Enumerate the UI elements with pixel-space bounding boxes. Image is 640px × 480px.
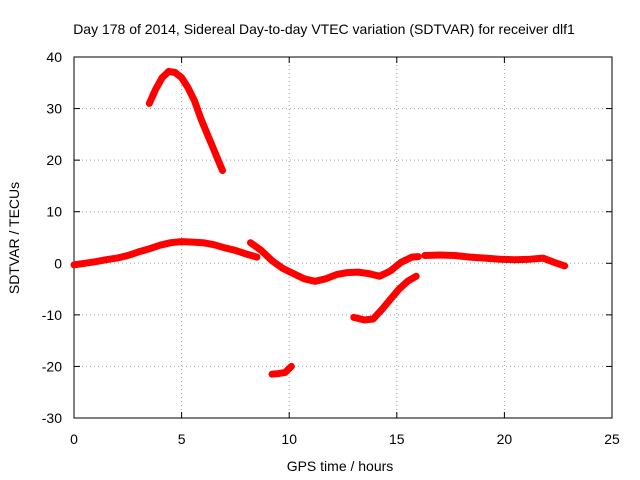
series-arc-main-1 (70, 238, 261, 269)
series-arc-low-1 (268, 362, 295, 378)
y-tick-label: 20 (46, 152, 62, 168)
series-arc-main-3 (421, 251, 569, 270)
x-tick-label: 0 (70, 431, 78, 447)
x-axis-label: GPS time / hours (287, 458, 394, 474)
series-arc-high (145, 67, 226, 174)
axis-ticks: 0 5 10 15 20 25 -30 -20 -10 0 10 20 30 40 (42, 49, 620, 447)
series-arc-low-2 (350, 272, 420, 324)
chart-title: Day 178 of 2014, Sidereal Day-to-day VTE… (73, 21, 575, 37)
x-tick-label: 15 (389, 431, 405, 447)
y-tick-label: 30 (46, 101, 62, 117)
data-series (70, 67, 569, 378)
x-tick-label: 25 (604, 431, 620, 447)
y-tick-label: -10 (42, 307, 62, 323)
y-tick-label: 10 (46, 204, 62, 220)
y-tick-label: -30 (42, 410, 62, 426)
x-tick-label: 10 (281, 431, 297, 447)
y-tick-label: -20 (42, 358, 62, 374)
y-axis-label: SDTVAR / TECUs (6, 182, 22, 294)
y-tick-label: 0 (54, 255, 62, 271)
grid-lines (74, 57, 612, 418)
x-tick-label: 5 (178, 431, 186, 447)
x-tick-label: 20 (497, 431, 513, 447)
series-arc-main-2 (247, 239, 422, 285)
plot-frame (73, 56, 613, 419)
y-tick-label: 40 (46, 49, 62, 65)
